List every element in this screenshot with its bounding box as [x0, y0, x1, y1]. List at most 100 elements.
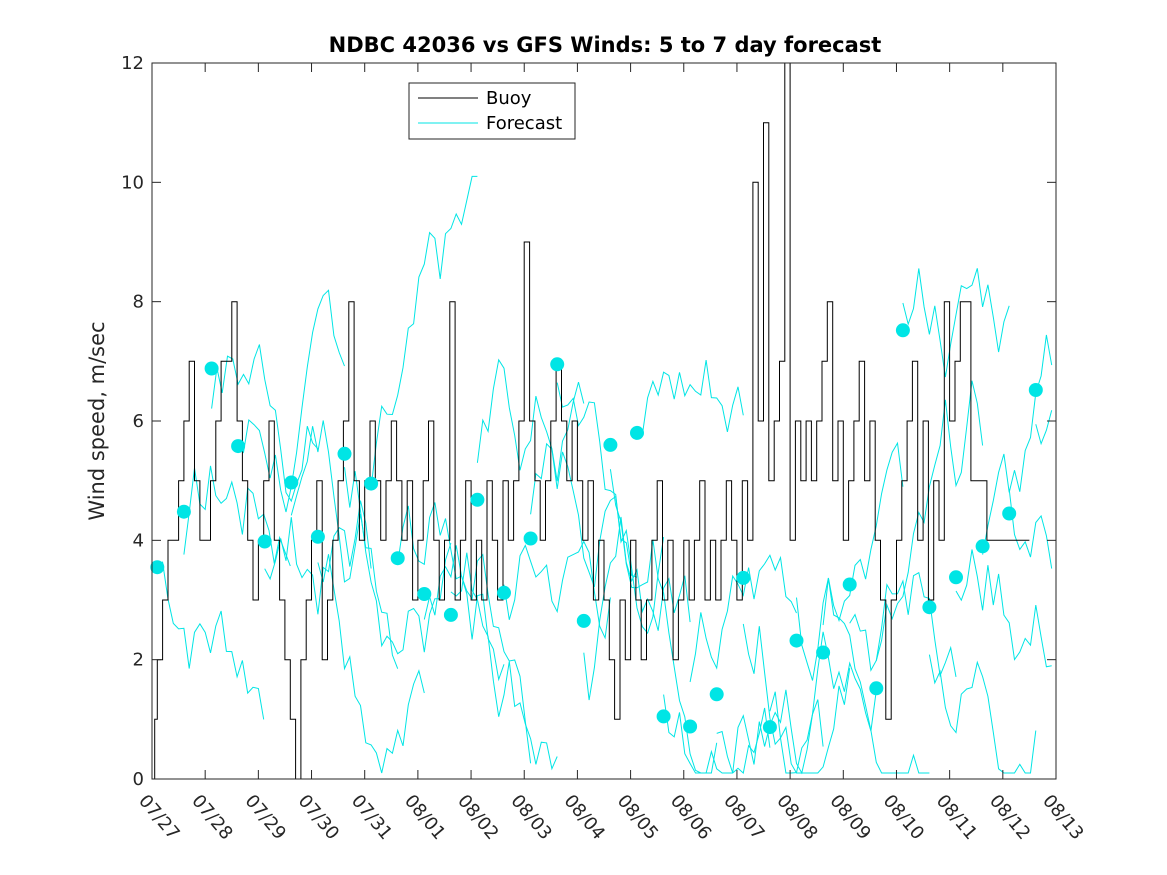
forecast-markers: [150, 323, 1043, 735]
forecast-line: [503, 540, 611, 640]
forecast-line: [476, 358, 585, 482]
x-tick-label: 08/11: [932, 791, 981, 844]
chart-title: NDBC 42036 vs GFS Winds: 5 to 7 day fore…: [329, 33, 882, 57]
forecast-line: [397, 502, 505, 682]
forecast-marker: [550, 357, 565, 372]
forecast-marker: [470, 492, 485, 507]
x-tick-label: 08/05: [613, 791, 662, 844]
forecast-line: [183, 465, 291, 567]
x-tick-label: 07/27: [134, 791, 183, 844]
forecast-marker: [284, 475, 299, 490]
x-tick-label: 08/02: [453, 791, 502, 844]
x-tick-label: 08/04: [560, 791, 609, 844]
buoy-series-line: [152, 62, 1030, 780]
forecast-line: [211, 344, 319, 503]
x-tick-label: 08/10: [879, 791, 928, 844]
forecast-marker: [1028, 383, 1043, 397]
forecast-line: [955, 549, 1052, 668]
forecast-line: [609, 469, 718, 774]
forecast-marker: [789, 633, 804, 648]
x-tick-label: 08/01: [400, 791, 449, 844]
x-tick-label: 08/12: [985, 791, 1034, 844]
y-tick-label: 2: [133, 650, 144, 671]
forecast-marker: [736, 570, 751, 585]
forecast-line: [928, 654, 1037, 774]
forecast-line: [796, 441, 904, 681]
forecast-line: [769, 631, 877, 774]
forecast-marker: [1002, 506, 1017, 521]
forecast-line: [663, 694, 771, 774]
forecast-marker: [922, 600, 937, 615]
forecast-marker: [497, 585, 511, 600]
forecast-marker: [443, 607, 458, 622]
x-tick-label: 07/29: [241, 791, 290, 844]
x-tick-label: 08/13: [1038, 791, 1087, 844]
forecast-marker: [816, 645, 831, 660]
forecast-line: [290, 420, 399, 669]
x-tick-label: 08/09: [825, 791, 874, 844]
plot-background: [152, 63, 1056, 779]
forecast-line: [1035, 410, 1053, 446]
y-tick-label: 10: [121, 172, 144, 193]
forecast-line: [875, 380, 984, 661]
legend-box: [408, 82, 576, 140]
legend-buoy-label: Buoy: [486, 88, 532, 109]
forecast-marker: [231, 439, 246, 454]
forecast-marker: [869, 681, 884, 696]
x-tick-label: 08/07: [719, 791, 768, 844]
forecast-marker: [204, 361, 219, 376]
forecast-marker: [150, 560, 165, 575]
forecast-marker: [630, 425, 644, 440]
forecast-line: [556, 382, 665, 635]
forecast-line: [902, 268, 1010, 378]
forecast-marker: [310, 529, 325, 544]
forecast-marker: [683, 719, 698, 734]
x-tick-label: 08/03: [506, 791, 555, 844]
forecast-lines: [156, 175, 1053, 775]
x-tick-label: 07/30: [294, 791, 343, 844]
forecast-marker: [949, 570, 963, 585]
forecast-line: [156, 561, 265, 720]
forecast-line: [450, 552, 558, 771]
forecast-marker: [603, 437, 618, 452]
forecast-line: [689, 554, 797, 683]
x-tick-label: 07/28: [187, 791, 236, 844]
y-tick-label: 6: [133, 411, 144, 432]
y-axis-label: Wind speed, m/sec: [85, 321, 109, 520]
forecast-marker: [364, 476, 379, 491]
forecast-line: [583, 516, 691, 701]
x-tick-label: 08/06: [666, 791, 715, 844]
forecast-marker: [842, 577, 857, 592]
forecast-line: [423, 545, 532, 764]
buoy-line: [152, 62, 1030, 780]
forecast-line: [982, 334, 1053, 555]
forecast-marker: [895, 323, 910, 338]
forecast-marker: [576, 613, 591, 628]
forecast-marker: [417, 587, 432, 601]
forecast-line: [264, 500, 372, 615]
y-tick-label: 12: [121, 53, 144, 74]
forecast-marker: [523, 531, 538, 546]
forecast-marker: [390, 551, 405, 566]
forecast-line: [1008, 489, 1053, 569]
forecast-marker: [975, 539, 990, 554]
plot-area: [152, 63, 1056, 779]
y-tick-label: 0: [133, 769, 144, 790]
x-tick-label: 07/31: [347, 791, 396, 844]
forecast-line: [344, 467, 452, 655]
forecast-marker: [709, 687, 724, 702]
forecast-line: [822, 578, 930, 774]
forecast-marker: [656, 709, 671, 724]
forecast-line: [636, 360, 744, 438]
x-tick-label: 08/08: [772, 791, 821, 844]
legend: Buoy Forecast: [408, 82, 576, 140]
forecast-line: [317, 554, 425, 774]
legend-forecast-label: Forecast: [486, 113, 562, 134]
forecast-line: [370, 175, 478, 488]
y-tick-label: 4: [133, 530, 144, 551]
forecast-marker: [176, 504, 191, 519]
forecast-marker: [337, 446, 352, 461]
forecast-line: [849, 571, 957, 678]
y-tick-label: 8: [133, 292, 144, 313]
